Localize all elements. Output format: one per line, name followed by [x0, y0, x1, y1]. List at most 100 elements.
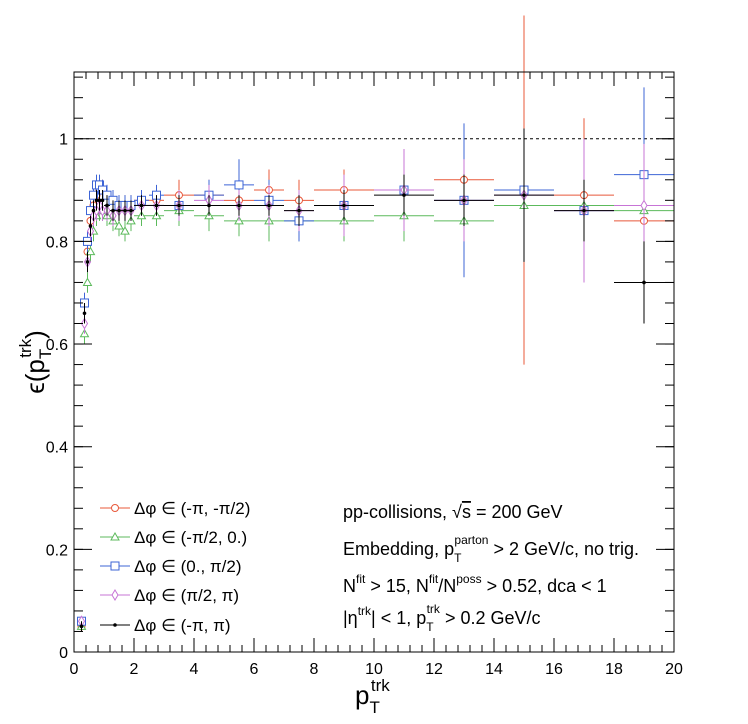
data-point	[494, 128, 554, 262]
marker-dot	[97, 198, 102, 203]
legend-label-q2: Δφ ∈ (-π/2, 0.)	[134, 528, 247, 547]
marker-dot	[342, 203, 346, 208]
marker-dot	[297, 208, 301, 213]
data-point	[128, 200, 134, 221]
legend-marker-circle	[111, 504, 119, 512]
data-point	[82, 302, 87, 324]
marker-dot	[402, 193, 406, 197]
marker-triangle	[85, 246, 96, 256]
legend-label-q3: Δφ ∈ (0., π/2)	[134, 557, 242, 576]
data-point	[314, 190, 374, 221]
data-point	[97, 190, 102, 211]
x-tick-label: 2	[130, 661, 139, 678]
annotation-line-4: |ηtrk| < 1, pTtrk > 0.2 GeV/c	[343, 602, 541, 634]
data-point	[434, 174, 494, 226]
marker-dot	[154, 203, 159, 208]
legend-marker-triangle	[110, 531, 120, 541]
y-tick-label: 0.6	[46, 337, 68, 354]
data-point	[85, 241, 96, 262]
marker-dot	[100, 198, 105, 203]
legend: Δφ ∈ (-π, -π/2) Δφ ∈ (-π/2, 0.) Δφ ∈ (0.…	[100, 499, 250, 635]
marker-dot	[522, 193, 526, 197]
data-point	[554, 179, 614, 242]
marker-dot	[91, 208, 96, 213]
marker-dot	[94, 198, 99, 203]
x-tick-label: 10	[365, 661, 383, 678]
legend-label-q1: Δφ ∈ (-π, -π/2)	[134, 499, 250, 518]
marker-dot	[111, 208, 115, 213]
marker-dot	[85, 260, 90, 264]
data-point	[100, 190, 105, 211]
data-point	[134, 195, 149, 216]
data-point	[104, 195, 110, 216]
y-tick-label: 0	[59, 645, 68, 662]
data-point	[194, 195, 224, 216]
marker-dot	[267, 203, 271, 208]
x-tick-label: 14	[485, 661, 503, 678]
legend-marker-dot	[113, 623, 117, 627]
x-tick-label: 20	[665, 661, 683, 678]
marker-dot	[237, 203, 241, 208]
x-tick-label: 12	[425, 661, 443, 678]
data-point	[120, 220, 130, 242]
legend-entry-q1: Δφ ∈ (-π, -π/2)	[100, 499, 250, 518]
legend-label-q4: Δφ ∈ (π/2, π)	[134, 586, 239, 605]
legend-marker-diamond	[111, 589, 119, 601]
marker-square	[89, 190, 98, 200]
data-point	[254, 195, 284, 216]
marker-dot	[207, 203, 211, 208]
legend-entry-q4: Δφ ∈ (π/2, π)	[100, 586, 239, 605]
x-tick-label: 0	[70, 661, 79, 678]
data-point	[614, 241, 674, 324]
x-tick-label: 18	[605, 661, 623, 678]
data-point	[224, 195, 254, 216]
marker-dot	[105, 203, 109, 208]
data-point	[149, 195, 164, 216]
marker-triangle	[114, 220, 124, 230]
marker-dot	[139, 203, 144, 208]
x-tick-label: 4	[190, 661, 199, 678]
data-point	[284, 195, 314, 226]
annotation-line-1: pp-collisions, √s = 200 GeV	[343, 502, 563, 522]
marker-triangle	[120, 226, 130, 235]
data-point	[82, 272, 93, 293]
y-tick-label: 1	[59, 132, 68, 149]
x-axis-title: pTtrk	[355, 676, 390, 717]
series-layer	[74, 15, 674, 632]
y-tick-label: 0.8	[46, 234, 68, 251]
data-point	[88, 215, 93, 237]
marker-diamond	[640, 199, 648, 212]
marker-dot	[88, 224, 93, 228]
marker-triangle	[82, 277, 93, 286]
data-point	[164, 195, 194, 216]
data-point	[85, 251, 90, 273]
data-point	[79, 621, 84, 632]
series-dot	[79, 128, 674, 632]
x-tick-label: 8	[310, 661, 319, 678]
marker-dot	[462, 198, 466, 203]
data-point	[91, 200, 96, 221]
marker-dot	[129, 208, 133, 213]
data-point	[122, 200, 128, 221]
marker-dot	[123, 208, 127, 213]
y-axis-title: ϵ(pTtrk)	[16, 330, 55, 394]
marker-dot	[117, 208, 121, 213]
data-point	[374, 174, 434, 216]
marker-dot	[642, 280, 646, 285]
annotation-block: pp-collisions, √s = 200 GeV Embedding, p…	[343, 502, 639, 634]
y-tick-label: 0.2	[46, 542, 68, 559]
legend-entry-all: Δφ ∈ (-π, π)	[100, 616, 231, 635]
legend-entry-q3: Δφ ∈ (0., π/2)	[100, 557, 242, 576]
axis-ticks: 0 2 4 6 8 10 12 14 16 18 20 0 0.2 0.4 0.6 0.8 1	[46, 72, 683, 678]
legend-entry-q2: Δφ ∈ (-π/2, 0.)	[100, 528, 247, 547]
data-point	[110, 200, 116, 221]
x-tick-label: 6	[250, 661, 259, 678]
annotation-line-2: Embedding, pTparton > 2 GeV/c, no trig.	[343, 533, 639, 565]
y-tick-label: 0.4	[46, 440, 68, 457]
marker-dot	[82, 311, 87, 316]
annotation-line-3: Nfit > 15, Nfit/Nposs > 0.52, dca < 1	[343, 572, 607, 596]
legend-marker-square	[110, 561, 120, 571]
x-tick-label: 16	[545, 661, 563, 678]
